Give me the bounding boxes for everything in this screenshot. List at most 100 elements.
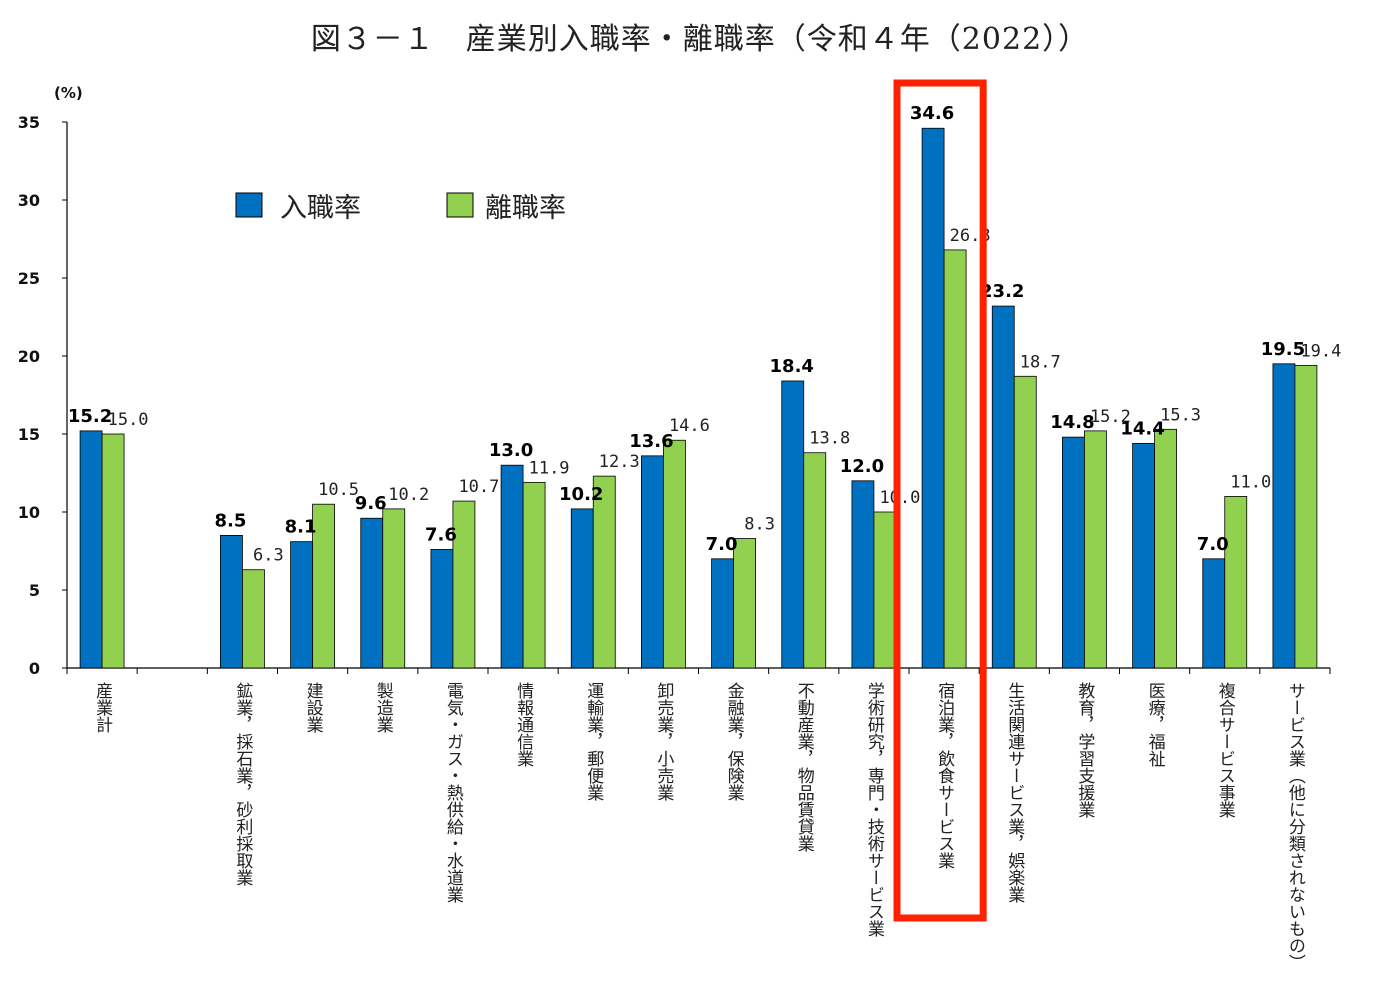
category-label-17: サービス業（他に分類されないもの）	[1285, 682, 1306, 971]
category-label-8: 卸売業，小売業	[653, 682, 674, 801]
data-label-入職率-8: 13.6	[629, 431, 673, 452]
bar-離職率-0	[101, 433, 125, 669]
y-tick-label: 30	[18, 191, 40, 210]
bar-入職率-2	[220, 535, 243, 669]
legend: 入職率 離職率	[235, 192, 566, 224]
bar-離職率-7	[592, 475, 616, 669]
bar-離職率-8	[663, 439, 686, 669]
data-label-離職率-14: 15.2	[1090, 407, 1131, 427]
bar-入職率-4	[360, 517, 384, 669]
category-label-11: 学術研究，専門・技術サービス業	[864, 682, 885, 937]
data-label-離職率-3: 10.5	[318, 480, 359, 500]
highlight-box	[893, 79, 987, 922]
data-label-離職率-0: 15.0	[108, 410, 149, 430]
bar-入職率-3	[290, 541, 313, 669]
data-label-離職率-13: 18.7	[1020, 352, 1061, 372]
category-label-2: 鉱業，採石業，砂利採取業	[232, 682, 253, 886]
category-label-0: 産業計	[92, 682, 113, 733]
y-tick-label: 25	[18, 269, 40, 288]
category-label-15: 医療，福祉	[1145, 682, 1166, 767]
bar-入職率-13	[991, 305, 1015, 669]
category-label-14: 教育，学習支援業	[1074, 682, 1095, 818]
legend-label-入職率: 入職率	[280, 193, 361, 224]
category-labels: 産業計 鉱業，採石業，砂利採取業 建設業 製造業 電気・ガス・熱供給・水道業 情報通信業 運…	[92, 682, 1305, 971]
y-tick-label: 5	[29, 581, 40, 600]
bar-離職率-5	[452, 500, 476, 669]
data-label-入職率-14: 14.8	[1050, 412, 1094, 433]
data-label-入職率-3: 8.1	[285, 517, 317, 538]
data-labels: 15.215.08.56.38.110.59.6 10.27.610.713.01…	[68, 103, 1342, 565]
bar-入職率-15	[1132, 442, 1155, 669]
legend-swatch-入職率	[235, 192, 263, 218]
bar-入職率-12	[921, 127, 945, 669]
legend-label-離職率: 離職率	[485, 193, 566, 224]
data-label-入職率-17: 19.5	[1261, 339, 1305, 360]
category-label-3: 建設業	[303, 682, 324, 733]
bar-離職率-3	[312, 503, 335, 669]
category-label-6: 情報通信業	[513, 682, 534, 767]
bar-入職率-14	[1062, 436, 1085, 669]
category-label-5: 電気・ガス・熱供給・水道業	[443, 682, 464, 903]
bar-離職率-17	[1294, 364, 1318, 669]
data-label-入職率-7: 10.2	[559, 484, 603, 505]
category-label-10: 不動産業，物品賃貸業	[794, 682, 815, 852]
category-label-9: 金融業，保険業	[724, 682, 745, 801]
data-label-離職率-4: 10.2	[388, 485, 429, 505]
chart-title: 図３－１ 産業別入職率・離職率（令和４年（2022））	[310, 22, 1090, 57]
data-label-離職率-15: 15.3	[1160, 405, 1201, 425]
data-label-離職率-17: 19.4	[1300, 341, 1341, 361]
data-label-離職率-10: 13.8	[809, 429, 850, 449]
bar-入職率-17	[1272, 363, 1296, 669]
legend-swatch-離職率	[446, 192, 474, 218]
bar-入職率-10	[781, 380, 805, 669]
y-tick-label: 15	[18, 425, 40, 444]
data-label-入職率-13: 23.2	[980, 281, 1024, 302]
bar-離職率-13	[1013, 375, 1037, 669]
bar-入職率-5	[430, 549, 454, 669]
bar-離職率-11	[873, 511, 897, 669]
bar-入職率-9	[711, 558, 734, 669]
bar-離職率-12	[943, 249, 967, 669]
data-label-離職率-16: 11.0	[1230, 472, 1271, 492]
data-label-入職率-10: 18.4	[770, 356, 814, 377]
category-label-12: 宿泊業，飲食サービス業	[934, 682, 955, 869]
y-axis-unit: (%)	[54, 84, 83, 102]
bars	[79, 127, 1318, 669]
data-label-入職率-16: 7.0	[1197, 534, 1229, 555]
category-label-4: 製造業	[373, 682, 394, 733]
data-label-入職率-5: 7.6	[425, 524, 457, 545]
bar-離職率-15	[1154, 428, 1177, 669]
bar-離職率-14	[1084, 430, 1107, 669]
y-tick-label: 10	[18, 503, 40, 522]
data-label-入職率-9: 7.0	[706, 534, 738, 555]
bar-離職率-9	[733, 538, 756, 669]
category-label-13: 生活関連サービス業，娯楽業	[1004, 682, 1025, 903]
bar-離職率-10	[803, 452, 827, 669]
y-tick-label: 35	[18, 113, 40, 132]
highlight-group	[893, 79, 987, 922]
bar-入職率-8	[641, 455, 664, 669]
bar-入職率-11	[851, 480, 875, 669]
y-tick-label: 0	[29, 659, 40, 678]
category-label-16: 複合サービス事業	[1215, 682, 1236, 818]
data-label-入職率-0: 15.2	[68, 406, 112, 427]
y-tick-label: 20	[18, 347, 40, 366]
bar-離職率-16	[1224, 495, 1248, 669]
data-label-離職率-6: 11.9	[529, 458, 570, 478]
data-label-入職率-12: 34.6	[910, 103, 954, 124]
bar-入職率-0	[79, 430, 103, 669]
axes: 0 5 10 15 20 25 30 35 (%)	[18, 84, 1331, 678]
category-label-7: 運輸業，郵便業	[583, 682, 604, 801]
bar-入職率-6	[500, 464, 524, 669]
data-label-離職率-9: 8.3	[744, 515, 775, 535]
data-label-入職率-15: 14.4	[1120, 418, 1164, 439]
data-label-離職率-2: 6.3	[253, 546, 284, 566]
bar-入職率-16	[1202, 558, 1226, 669]
bar-離職率-4	[382, 508, 406, 669]
bar-入職率-7	[570, 508, 594, 669]
data-label-入職率-11: 12.0	[840, 456, 884, 477]
data-label-入職率-4: 9.6	[355, 493, 387, 514]
data-label-入職率-2: 8.5	[214, 510, 246, 531]
bar-離職率-6	[522, 481, 546, 669]
